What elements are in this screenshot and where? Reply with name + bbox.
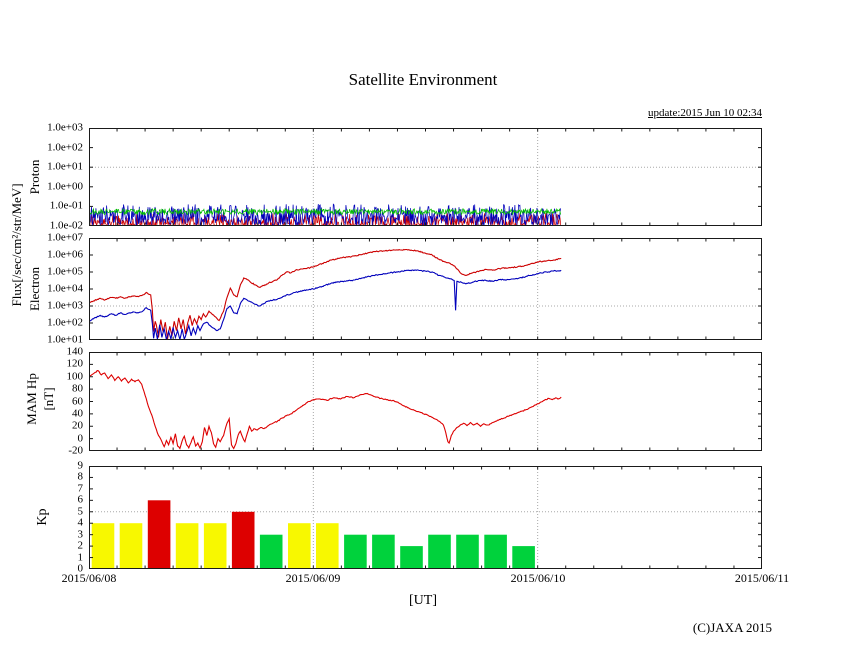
proton-y-tick-label: 1.0e+01 <box>47 160 83 173</box>
kp-bar <box>456 534 479 569</box>
proton-flux-panel <box>89 128 762 226</box>
proton-y-tick-label: 1.0e-02 <box>49 219 83 232</box>
kp-bar <box>175 523 199 569</box>
mam-y-tick-label: 20 <box>72 419 83 432</box>
kp-y-tick-label: 6 <box>77 493 84 506</box>
kp-bar <box>147 500 171 569</box>
kp-plot <box>89 466 762 569</box>
kp-bar <box>91 523 115 569</box>
copyright-notice: (C)JAXA 2015 <box>692 620 772 635</box>
kp-bar <box>316 523 339 569</box>
proton-y-tick-label: 1.0e+02 <box>47 141 83 154</box>
x-tick-label: 2015/06/11 <box>734 571 790 585</box>
electron-y-tick-label: 1.0e+07 <box>47 231 83 244</box>
electron-flux-panel <box>89 238 762 340</box>
mam-hp-panel <box>89 352 762 451</box>
electron-y-tick-labels: 1.0e+07 1.0e+06 1.0e+05 1.0e+04 1.0e+03 1.0e+… <box>0 232 85 345</box>
mam-plot <box>89 352 762 451</box>
panel-frame <box>89 238 762 340</box>
kp-y-tick-label: 2 <box>77 539 84 552</box>
panel-frame <box>89 128 762 226</box>
kp-index-panel <box>89 466 762 569</box>
kp-y-tick-label: 3 <box>77 528 84 541</box>
electron-y-tick-label: 1.0e+02 <box>47 316 83 329</box>
kp-y-tick-label: 8 <box>77 470 84 483</box>
mam-y-tick-label: 40 <box>72 407 83 420</box>
kp-bar <box>203 523 227 569</box>
kp-bar <box>484 534 507 569</box>
mam-hp-trace <box>89 370 562 450</box>
proton-green-trace <box>89 207 562 216</box>
kp-bar <box>400 546 423 569</box>
kp-bar <box>372 534 395 569</box>
mam-y-tick-label: 100 <box>66 370 84 383</box>
kp-y-tick-label: 9 <box>77 459 84 472</box>
kp-bar <box>231 511 255 569</box>
x-tick-label: 2015/06/09 <box>285 571 341 585</box>
kp-bar <box>259 534 283 569</box>
kp-bar <box>288 523 311 569</box>
kp-y-tick-label: 0 <box>77 562 84 575</box>
figure-title: Satellite Environment <box>348 70 498 89</box>
electron-y-tick-label: 1.0e+03 <box>47 299 83 312</box>
proton-y-tick-label: 1.0e-01 <box>49 199 83 212</box>
mam-y-tick-label: 0 <box>77 432 84 445</box>
proton-plot <box>89 128 762 226</box>
mam-y-tick-label: 80 <box>72 382 83 395</box>
kp-y-tick-label: 7 <box>77 482 84 495</box>
proton-y-tick-label: 1.0e+03 <box>47 121 83 134</box>
kp-bar <box>428 534 451 569</box>
kp-y-tick-label: 1 <box>77 551 84 564</box>
mam-hp-y-tick-labels: 140 120 100 80 60 40 20 0 -20 <box>0 346 85 456</box>
x-axis-title: [UT] <box>409 593 437 608</box>
mam-y-tick-label: 140 <box>66 345 84 358</box>
electron-y-tick-label: 1.0e+05 <box>47 265 83 278</box>
proton-y-tick-label: 1.0e+00 <box>47 180 83 193</box>
electron-red-trace <box>89 248 562 340</box>
electron-blue-trace <box>89 269 562 340</box>
x-tick-label: 2015/06/10 <box>510 571 566 585</box>
mam-y-tick-label: -20 <box>68 444 83 457</box>
electron-y-tick-label: 1.0e+06 <box>47 248 83 261</box>
kp-bar <box>119 523 143 569</box>
panel-frame <box>89 352 762 451</box>
proton-y-tick-labels: 1.0e+03 1.0e+02 1.0e+01 1.0e+00 1.0e-01 1.0e-… <box>0 122 85 231</box>
mam-y-tick-label: 60 <box>72 395 83 407</box>
kp-y-tick-label: 5 <box>77 505 84 518</box>
electron-y-tick-label: 1.0e+04 <box>47 282 83 295</box>
electron-y-tick-label: 1.0e+01 <box>47 333 83 346</box>
mam-y-tick-label: 120 <box>66 357 84 370</box>
x-tick-label: 2015/06/08 <box>61 571 117 585</box>
kp-bar <box>344 534 367 569</box>
update-timestamp: update:2015 Jun 10 02:34 <box>648 107 762 119</box>
kp-bar <box>512 546 535 569</box>
kp-y-tick-label: 4 <box>77 516 84 529</box>
electron-plot <box>89 238 762 340</box>
panel-frame <box>89 466 762 569</box>
